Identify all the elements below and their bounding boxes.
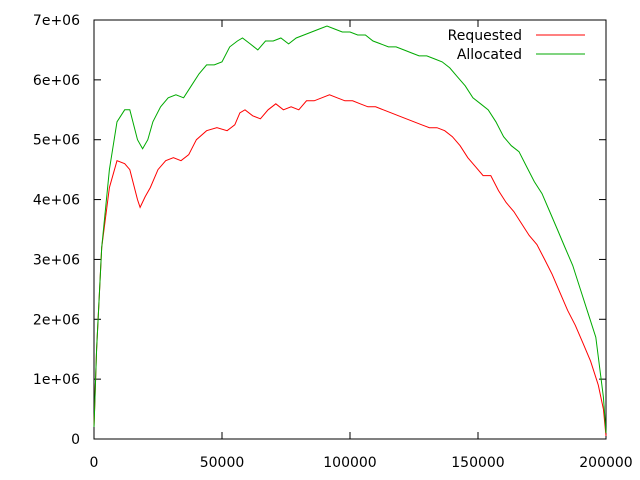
y-tick-label: 2e+06 (33, 312, 80, 328)
x-tick-label: 0 (90, 455, 99, 471)
x-tick-label: 100000 (323, 455, 376, 471)
y-tick-label: 7e+06 (33, 13, 80, 29)
plot-frame (93, 19, 607, 440)
legend-label-allocated: Allocated (457, 47, 522, 63)
series-line-allocated (93, 25, 607, 434)
series-line-requested (93, 94, 607, 437)
legend-label-requested: Requested (448, 28, 522, 44)
y-tick-label: 5e+06 (33, 133, 80, 149)
y-tick-label: 1e+06 (33, 372, 80, 388)
axis-ticks: 0 1e+06 2e+06 3e+06 4e+06 5e+06 6e+06 7e+06 0 500… (33, 13, 633, 471)
y-tick-label: 0 (71, 432, 80, 448)
y-tick-label: 4e+06 (33, 193, 80, 209)
y-tick-label: 6e+06 (33, 73, 80, 89)
x-tick-label: 150000 (451, 455, 504, 471)
x-tick-label: 50000 (200, 455, 245, 471)
x-tick-label: 200000 (579, 455, 632, 471)
y-tick-label: 3e+06 (33, 252, 80, 268)
series-lines (93, 25, 607, 437)
legend: Requested Allocated (448, 28, 585, 63)
